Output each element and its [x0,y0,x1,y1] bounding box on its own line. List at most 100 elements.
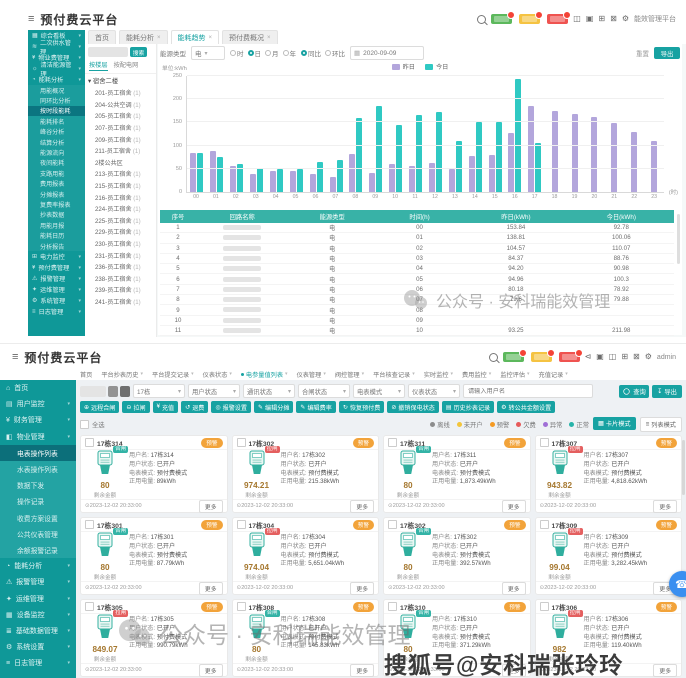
sidebar-item-系统设置[interactable]: ⚙ 系统设置 ▾ [0,639,76,655]
action-button-报警设置[interactable]: ◎ 报警设置 [211,401,251,413]
apps-icon[interactable]: ⊠ [610,14,617,23]
more-button[interactable]: 更多 [198,499,223,513]
tab-仪表管理[interactable]: 仪表管理 ▾ [297,370,326,379]
sidebar-item-能耗排名[interactable]: 能耗排名 [28,116,85,127]
sidebar-group-综合看板[interactable]: ▦ 综合看板 ▾ [28,30,85,41]
granularity-时[interactable]: 时 [230,48,244,58]
export-button[interactable]: ↧ 导出 [652,384,682,398]
sidebar-item-能源流向[interactable]: 能源流向 [28,147,85,158]
tree-node[interactable]: 207-员工宿舍 (1) [95,125,141,133]
fullscreen-icon[interactable]: ⊞ [621,352,629,361]
fullscreen-icon[interactable]: ⊞ [598,14,606,23]
search-icon[interactable] [488,352,498,362]
filter-select-仪表状态[interactable]: 仪表状态 ▾ [408,384,460,398]
date-picker[interactable]: ▦ 2020-09-09 [350,46,424,60]
sidebar-group-日志管理[interactable]: ≡ 日志管理 ▾ [28,306,85,317]
sidebar-group-能耗分析[interactable]: ◔ 能耗分析 ▾ [28,74,85,85]
sidebar-item-财务管理[interactable]: ¥ 财务管理 ▾ [0,412,76,428]
sidebar-item-支路用能[interactable]: 支路用能 [28,168,85,179]
filter-select-用户状态[interactable]: 用户状态 ▾ [188,384,240,398]
compare-同比[interactable]: 同比 [301,48,321,58]
tree-node[interactable]: 229-员工宿舍 (1) [95,229,141,237]
legend-item-昨日[interactable]: 昨日 [391,62,415,71]
image-icon[interactable]: ▣ [585,14,594,23]
action-button-拉闸[interactable]: ⊖ 拉闸 [122,401,150,413]
tab-电参量值列表[interactable]: 电参量值列表 ▾ [240,370,288,379]
sidebar-item-电表操作列表[interactable]: 电表操作列表 [0,444,76,461]
card-checkbox[interactable] [388,438,397,447]
tree-node[interactable]: 2楼公共区 [95,159,123,167]
sidebar-item-结算分析[interactable]: 结算分析 [28,136,85,148]
normal-alarm-badge[interactable] [491,11,516,24]
close-icon[interactable]: × [157,34,161,41]
tree-node[interactable]: 205-员工宿舍 (1) [95,113,141,121]
sidebar-item-用能概况[interactable]: 用能概况 [28,85,85,96]
card-checkbox[interactable] [236,602,246,611]
tab-首页[interactable]: 首页 [80,370,92,379]
filter-select-通讯状态[interactable]: 通讯状态 ▾ [243,384,295,398]
windows-icon[interactable]: ⊠ [633,352,640,361]
tree-node[interactable]: 225-员工宿舍 (1) [95,217,141,225]
tab-监控评估[interactable]: 监控评估 ▾ [500,370,529,379]
tab-阀控管理[interactable]: 阀控管理 ▾ [335,370,364,379]
granularity-年[interactable]: 年 [282,48,296,58]
card-checkbox[interactable] [539,520,549,529]
sidebar-group-预付费管理[interactable]: ¥ 预付费管理 ▾ [28,262,85,273]
sidebar-group-物业费管理[interactable]: ¥ 物业费管理 ▾ [28,52,85,63]
sidebar-item-首页[interactable]: ⌂ 首页 [0,380,76,396]
megaphone-icon[interactable]: ⊲ [584,352,592,361]
layout-icon[interactable]: ◫ [573,14,581,23]
tab-费用监控[interactable]: 费用监控 ▾ [462,370,491,379]
card-checkbox[interactable] [539,438,549,447]
more-button[interactable]: 更多 [198,581,223,595]
sidebar-item-公共仪表管理[interactable]: 公共仪表管理 [0,525,76,542]
support-float-button[interactable]: ☎ [669,571,686,597]
filter-select-合闸状态[interactable]: 合闸状态 ▾ [298,384,350,398]
sidebar-item-日志管理[interactable]: ≡ 日志管理 ▾ [0,655,76,671]
sidebar-item-余额报警记录[interactable]: 余额报警记录 [0,541,76,559]
sidebar-item-报警管理[interactable]: ⚠ 报警管理 ▾ [0,574,76,590]
more-button[interactable]: 更多 [653,499,677,513]
tree-search-button[interactable]: 搜索 [130,47,147,57]
sidebar-item-物业管理[interactable]: ◧ 物业管理 ▾ [0,429,76,445]
tree-node[interactable]: 238-员工宿舍 (1) [95,275,141,283]
sidebar-item-夜间能耗[interactable]: 夜间能耗 [28,157,85,169]
card-checkbox[interactable] [85,438,94,447]
more-button[interactable]: 更多 [198,663,223,677]
sidebar-group-清洁能源管理[interactable]: ☼ 清洁能源管理 ▾ [28,62,85,78]
close-icon[interactable]: × [208,34,213,41]
action-button-远程合闸[interactable]: ⊕ 远程合闸 [80,401,120,413]
more-button[interactable]: 更多 [350,663,374,677]
card-checkbox[interactable] [388,602,397,611]
sidebar-item-运维管理[interactable]: ✦ 运维管理 ▾ [0,590,76,606]
granularity-日[interactable]: 日 [247,48,261,58]
energy-type-select[interactable]: 电 ▾ [191,46,225,60]
tab-首页[interactable]: 首页 [88,30,116,44]
reset-link[interactable]: 重置 [636,51,649,58]
critical-alarm-badge[interactable] [558,349,583,362]
tab-能耗趋势[interactable]: 能耗趋势 × [170,30,220,44]
tab-能耗分析[interactable]: 能耗分析 × [119,30,168,44]
search-icon[interactable] [477,14,487,24]
tree-node[interactable]: 236-员工宿舍 (1) [95,264,141,272]
tree-node[interactable]: 201-员工宿舍 (1) [95,90,141,98]
tree-node[interactable]: 209-员工宿舍 (1) [95,136,141,144]
action-button-编辑费率[interactable]: ✎ 编辑费率 [296,401,336,413]
sidebar-item-数据下发[interactable]: 数据下发 [0,477,76,494]
card-checkbox[interactable] [539,602,549,611]
sidebar-item-用户监控[interactable]: ▤ 用户监控 ▾ [0,396,76,412]
hamburger-icon[interactable]: ≡ [12,351,19,363]
card-checkbox[interactable] [236,520,246,529]
sidebar-item-能耗分析[interactable]: ◔ 能耗分析 ▾ [0,558,76,574]
tree-node[interactable]: 204-公共空调 (1) [95,101,141,109]
tab-实时监控[interactable]: 实时监控 ▾ [424,370,453,379]
tab-预付费概况[interactable]: 预付费概况 × [222,30,278,44]
more-button[interactable]: 更多 [653,663,677,677]
card-checkbox[interactable] [236,438,246,447]
action-button-撤销保电状态[interactable]: ⊘ 撤销保电状态 [387,401,439,413]
tab-平台提交记录[interactable]: 平台提交记录 ▾ [152,370,194,379]
sidebar-item-费用报表[interactable]: 费用报表 [28,178,85,189]
tree-node[interactable]: 211-员工宿舍 (1) [95,148,141,156]
sidebar-item-能耗日历[interactable]: 能耗日历 [28,230,85,241]
tab-平台抄表历史[interactable]: 平台抄表历史 ▾ [101,370,143,379]
